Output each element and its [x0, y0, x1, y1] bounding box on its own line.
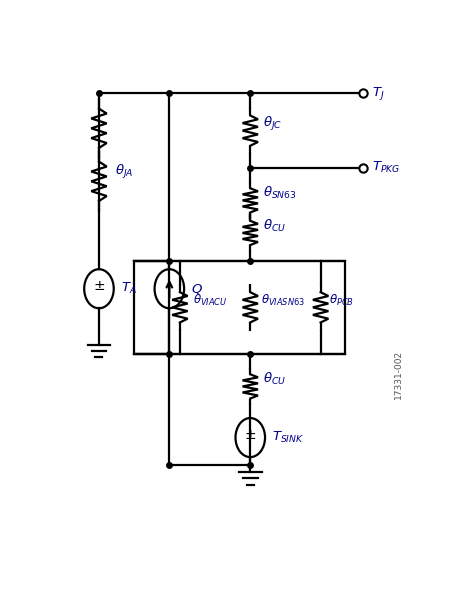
Text: $T_J$: $T_J$: [372, 85, 384, 102]
Text: $\theta_{CU}$: $\theta_{CU}$: [262, 218, 286, 234]
Bar: [134, 261, 345, 354]
Text: $\theta_{VIACU}$: $\theta_{VIACU}$: [193, 293, 228, 308]
Text: $\theta_{SN63}$: $\theta_{SN63}$: [262, 185, 296, 202]
Text: $\theta_{CU}$: $\theta_{CU}$: [262, 371, 286, 388]
Text: $\theta_{JC}$: $\theta_{JC}$: [262, 115, 282, 133]
Text: $\pm$: $\pm$: [244, 428, 257, 442]
Text: $T_{PKG}$: $T_{PKG}$: [372, 160, 400, 175]
Text: $T_A$: $T_A$: [121, 281, 137, 297]
Text: $\theta_{VIASN63}$: $\theta_{VIASN63}$: [261, 293, 305, 308]
Text: 17331-002: 17331-002: [394, 350, 403, 399]
Text: $\pm$: $\pm$: [93, 280, 105, 294]
Text: $Q$: $Q$: [191, 281, 203, 296]
Text: $\theta_{JA}$: $\theta_{JA}$: [115, 163, 133, 181]
Text: $\theta_{PCB}$: $\theta_{PCB}$: [330, 293, 355, 308]
Text: $T_{SINK}$: $T_{SINK}$: [272, 430, 305, 445]
